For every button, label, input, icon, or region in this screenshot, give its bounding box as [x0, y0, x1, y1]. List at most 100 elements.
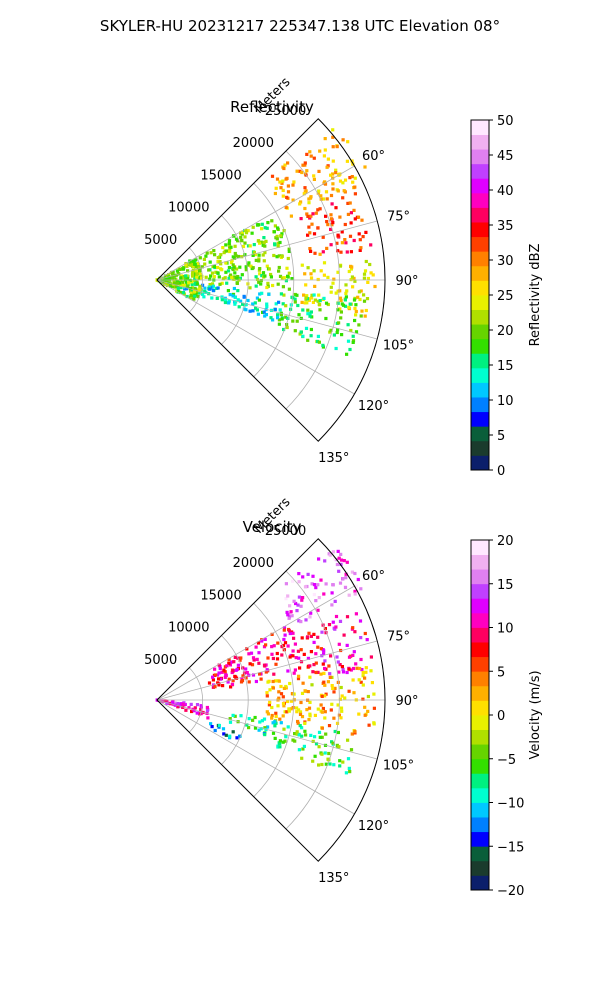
echo-cell: [323, 659, 327, 663]
echo-cell: [266, 712, 270, 716]
echo-cell: [336, 660, 340, 664]
echo-cell: [299, 330, 303, 334]
colorbar-swatch: [471, 598, 489, 614]
echo-cell: [179, 276, 183, 280]
echo-cell: [351, 180, 355, 184]
echo-cell: [344, 576, 348, 580]
echo-cell: [208, 287, 212, 291]
azimuth-gridline: [156, 279, 378, 340]
echo-cell: [195, 711, 199, 715]
echo-cell: [280, 276, 284, 280]
echo-cell: [287, 247, 291, 251]
echo-cell: [358, 238, 362, 242]
echo-cell: [224, 243, 228, 247]
echo-cell: [193, 262, 197, 267]
echo-cell: [198, 712, 202, 716]
echo-cell: [234, 254, 238, 258]
echo-cell: [164, 281, 168, 286]
echo-cell: [318, 299, 322, 303]
echo-cell: [307, 298, 311, 302]
azimuth-tick-label: 90°: [395, 694, 418, 709]
echo-cell: [258, 720, 262, 724]
colorbar-swatch: [471, 222, 489, 238]
colorbar-swatch: [471, 831, 489, 847]
echo-cell: [331, 159, 335, 163]
echo-cell: [332, 277, 336, 281]
colorbar-swatch: [471, 846, 489, 862]
echo-cell: [317, 596, 321, 600]
colorbar-tick-label: 5: [497, 429, 505, 444]
echo-cell: [269, 316, 273, 320]
echo-cell: [297, 674, 301, 678]
echo-cell: [346, 339, 351, 343]
echo-cell: [329, 290, 333, 294]
echo-cell: [349, 328, 353, 333]
echo-cell: [210, 296, 214, 300]
echo-cell: [220, 281, 224, 285]
range-tick-label: 5000: [144, 233, 177, 248]
echo-cell: [221, 727, 226, 731]
echo-cell: [369, 655, 373, 659]
echo-cell: [181, 291, 186, 295]
echo-cell: [198, 268, 202, 272]
echo-cell: [319, 269, 323, 273]
echo-cell: [328, 553, 332, 557]
echo-cell: [339, 552, 343, 556]
echo-cell: [320, 752, 324, 756]
echo-cell: [272, 644, 276, 648]
echo-cell: [220, 670, 224, 674]
echo-cell: [306, 312, 310, 316]
echo-cell: [332, 690, 336, 694]
echo-cell: [221, 277, 225, 281]
echo-cell: [323, 710, 327, 714]
echo-cell: [300, 691, 305, 695]
echo-cell: [231, 730, 235, 734]
echo-cell: [191, 274, 195, 278]
echo-cell: [354, 309, 358, 314]
echo-cell: [223, 276, 227, 280]
echo-cell: [325, 220, 329, 224]
colorbar-swatch: [471, 817, 489, 833]
echo-cell: [306, 214, 310, 218]
colorbar-swatch: [471, 612, 489, 628]
echo-cell: [220, 268, 224, 272]
echo-cell: [173, 701, 177, 705]
echo-cell: [288, 681, 292, 686]
echo-cell: [229, 245, 233, 249]
echo-cell: [349, 250, 353, 254]
echo-cell: [301, 681, 305, 685]
echo-cell: [300, 300, 304, 304]
echo-cell: [165, 277, 169, 281]
echo-cell: [296, 603, 300, 607]
echo-cell: [252, 243, 256, 247]
echo-cell: [320, 694, 324, 698]
echo-cell: [331, 187, 335, 191]
echo-cell: [294, 601, 298, 606]
echo-cell: [298, 712, 303, 716]
echo-cell: [326, 680, 330, 684]
echo-cell: [273, 307, 277, 312]
echo-cell: [208, 277, 212, 281]
echo-cell: [344, 295, 348, 299]
echo-cell: [361, 670, 365, 675]
echo-cell: [325, 165, 329, 169]
echo-cell: [184, 263, 188, 267]
echo-cell: [286, 256, 290, 261]
echo-cell: [189, 263, 193, 267]
echo-cell: [316, 645, 320, 649]
echo-cell: [323, 683, 327, 687]
echo-cell: [286, 669, 290, 673]
azimuth-tick-label: 105°: [383, 759, 414, 774]
echo-cell: [282, 727, 286, 731]
echo-cell: [260, 719, 264, 723]
echo-cell: [331, 182, 335, 186]
echo-cell: [299, 217, 303, 221]
echo-cell: [251, 266, 255, 270]
echo-cell: [334, 168, 338, 172]
echo-cell: [351, 666, 356, 671]
echo-cell: [272, 230, 276, 234]
echo-cell: [351, 678, 355, 682]
colorbar-swatch: [471, 455, 489, 471]
echo-cell: [346, 757, 351, 761]
echo-cell: [366, 694, 370, 699]
